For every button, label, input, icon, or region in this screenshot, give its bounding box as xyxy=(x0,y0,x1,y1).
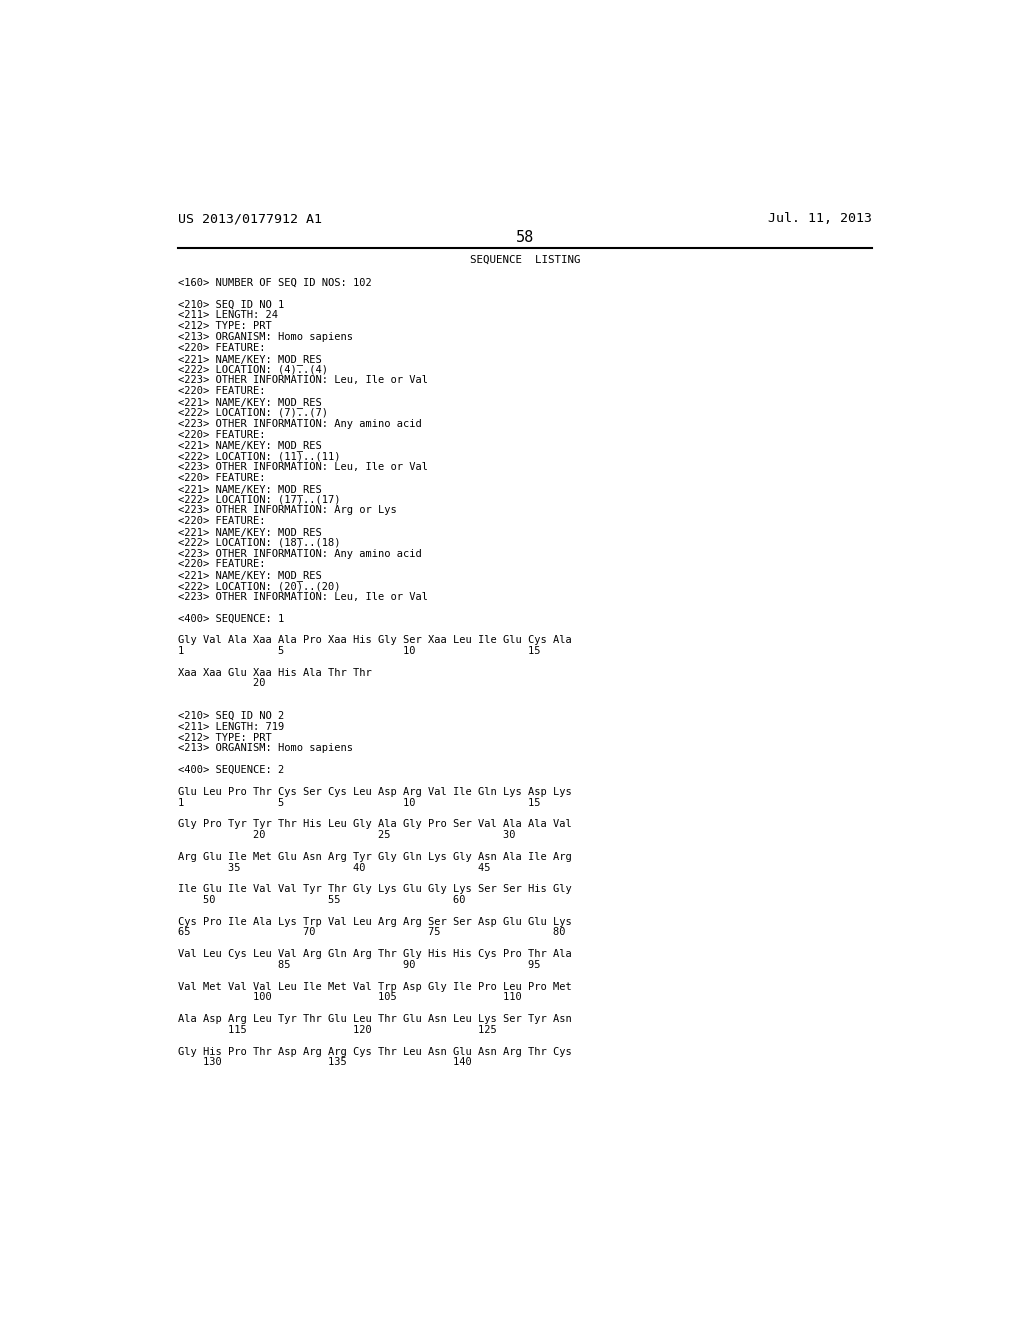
Text: <220> FEATURE:: <220> FEATURE: xyxy=(178,429,265,440)
Text: 1               5                   10                  15: 1 5 10 15 xyxy=(178,645,541,656)
Text: <223> OTHER INFORMATION: Arg or Lys: <223> OTHER INFORMATION: Arg or Lys xyxy=(178,506,396,515)
Text: 20                  25                  30: 20 25 30 xyxy=(178,830,515,840)
Text: <223> OTHER INFORMATION: Any amino acid: <223> OTHER INFORMATION: Any amino acid xyxy=(178,418,422,429)
Text: <222> LOCATION: (20)..(20): <222> LOCATION: (20)..(20) xyxy=(178,581,341,591)
Text: 58: 58 xyxy=(516,230,534,244)
Text: <400> SEQUENCE: 2: <400> SEQUENCE: 2 xyxy=(178,766,285,775)
Text: <211> LENGTH: 719: <211> LENGTH: 719 xyxy=(178,722,285,731)
Text: Gly His Pro Thr Asp Arg Arg Cys Thr Leu Asn Glu Asn Arg Thr Cys: Gly His Pro Thr Asp Arg Arg Cys Thr Leu … xyxy=(178,1047,571,1056)
Text: <221> NAME/KEY: MOD_RES: <221> NAME/KEY: MOD_RES xyxy=(178,354,322,364)
Text: 20: 20 xyxy=(178,678,265,689)
Text: <220> FEATURE:: <220> FEATURE: xyxy=(178,560,265,569)
Text: <210> SEQ ID NO 2: <210> SEQ ID NO 2 xyxy=(178,711,285,721)
Text: 50                  55                  60: 50 55 60 xyxy=(178,895,466,906)
Text: Val Met Val Val Leu Ile Met Val Trp Asp Gly Ile Pro Leu Pro Met: Val Met Val Val Leu Ile Met Val Trp Asp … xyxy=(178,982,571,991)
Text: Glu Leu Pro Thr Cys Ser Cys Leu Asp Arg Val Ile Gln Lys Asp Lys: Glu Leu Pro Thr Cys Ser Cys Leu Asp Arg … xyxy=(178,787,571,797)
Text: Gly Val Ala Xaa Ala Pro Xaa His Gly Ser Xaa Leu Ile Glu Cys Ala: Gly Val Ala Xaa Ala Pro Xaa His Gly Ser … xyxy=(178,635,571,645)
Text: <223> OTHER INFORMATION: Any amino acid: <223> OTHER INFORMATION: Any amino acid xyxy=(178,549,422,558)
Text: <222> LOCATION: (18)..(18): <222> LOCATION: (18)..(18) xyxy=(178,537,341,548)
Text: <220> FEATURE:: <220> FEATURE: xyxy=(178,343,265,352)
Text: 85                  90                  95: 85 90 95 xyxy=(178,960,541,970)
Text: <400> SEQUENCE: 1: <400> SEQUENCE: 1 xyxy=(178,614,285,623)
Text: <223> OTHER INFORMATION: Leu, Ile or Val: <223> OTHER INFORMATION: Leu, Ile or Val xyxy=(178,591,428,602)
Text: Ala Asp Arg Leu Tyr Thr Glu Leu Thr Glu Asn Leu Lys Ser Tyr Asn: Ala Asp Arg Leu Tyr Thr Glu Leu Thr Glu … xyxy=(178,1014,571,1024)
Text: Val Leu Cys Leu Val Arg Gln Arg Thr Gly His His Cys Pro Thr Ala: Val Leu Cys Leu Val Arg Gln Arg Thr Gly … xyxy=(178,949,571,960)
Text: SEQUENCE  LISTING: SEQUENCE LISTING xyxy=(470,255,580,265)
Text: Cys Pro Ile Ala Lys Trp Val Leu Arg Arg Ser Ser Asp Glu Glu Lys: Cys Pro Ile Ala Lys Trp Val Leu Arg Arg … xyxy=(178,916,571,927)
Text: Jul. 11, 2013: Jul. 11, 2013 xyxy=(768,213,871,226)
Text: <222> LOCATION: (17)..(17): <222> LOCATION: (17)..(17) xyxy=(178,495,341,504)
Text: <223> OTHER INFORMATION: Leu, Ile or Val: <223> OTHER INFORMATION: Leu, Ile or Val xyxy=(178,462,428,473)
Text: <221> NAME/KEY: MOD_RES: <221> NAME/KEY: MOD_RES xyxy=(178,570,322,581)
Text: US 2013/0177912 A1: US 2013/0177912 A1 xyxy=(178,213,322,226)
Text: Arg Glu Ile Met Glu Asn Arg Tyr Gly Gln Lys Gly Asn Ala Ile Arg: Arg Glu Ile Met Glu Asn Arg Tyr Gly Gln … xyxy=(178,851,571,862)
Text: <222> LOCATION: (11)..(11): <222> LOCATION: (11)..(11) xyxy=(178,451,341,461)
Text: <221> NAME/KEY: MOD_RES: <221> NAME/KEY: MOD_RES xyxy=(178,441,322,451)
Text: <222> LOCATION: (4)..(4): <222> LOCATION: (4)..(4) xyxy=(178,364,328,375)
Text: <212> TYPE: PRT: <212> TYPE: PRT xyxy=(178,321,271,331)
Text: Ile Glu Ile Val Val Tyr Thr Gly Lys Glu Gly Lys Ser Ser His Gly: Ile Glu Ile Val Val Tyr Thr Gly Lys Glu … xyxy=(178,884,571,894)
Text: 130                 135                 140: 130 135 140 xyxy=(178,1057,472,1068)
Text: <211> LENGTH: 24: <211> LENGTH: 24 xyxy=(178,310,278,321)
Text: <223> OTHER INFORMATION: Leu, Ile or Val: <223> OTHER INFORMATION: Leu, Ile or Val xyxy=(178,375,428,385)
Text: <220> FEATURE:: <220> FEATURE: xyxy=(178,387,265,396)
Text: <212> TYPE: PRT: <212> TYPE: PRT xyxy=(178,733,271,743)
Text: 115                 120                 125: 115 120 125 xyxy=(178,1024,497,1035)
Text: <222> LOCATION: (7)..(7): <222> LOCATION: (7)..(7) xyxy=(178,408,328,418)
Text: 100                 105                 110: 100 105 110 xyxy=(178,993,522,1002)
Text: <221> NAME/KEY: MOD_RES: <221> NAME/KEY: MOD_RES xyxy=(178,483,322,495)
Text: <220> FEATURE:: <220> FEATURE: xyxy=(178,473,265,483)
Text: Xaa Xaa Glu Xaa His Ala Thr Thr: Xaa Xaa Glu Xaa His Ala Thr Thr xyxy=(178,668,372,677)
Text: Gly Pro Tyr Tyr Thr His Leu Gly Ala Gly Pro Ser Val Ala Ala Val: Gly Pro Tyr Tyr Thr His Leu Gly Ala Gly … xyxy=(178,820,571,829)
Text: 1               5                   10                  15: 1 5 10 15 xyxy=(178,797,541,808)
Text: 35                  40                  45: 35 40 45 xyxy=(178,862,490,873)
Text: <210> SEQ ID NO 1: <210> SEQ ID NO 1 xyxy=(178,300,285,310)
Text: 65                  70                  75                  80: 65 70 75 80 xyxy=(178,928,565,937)
Text: <213> ORGANISM: Homo sapiens: <213> ORGANISM: Homo sapiens xyxy=(178,743,353,754)
Text: <221> NAME/KEY: MOD_RES: <221> NAME/KEY: MOD_RES xyxy=(178,527,322,537)
Text: <221> NAME/KEY: MOD_RES: <221> NAME/KEY: MOD_RES xyxy=(178,397,322,408)
Text: <213> ORGANISM: Homo sapiens: <213> ORGANISM: Homo sapiens xyxy=(178,333,353,342)
Text: <160> NUMBER OF SEQ ID NOS: 102: <160> NUMBER OF SEQ ID NOS: 102 xyxy=(178,279,372,288)
Text: <220> FEATURE:: <220> FEATURE: xyxy=(178,516,265,527)
